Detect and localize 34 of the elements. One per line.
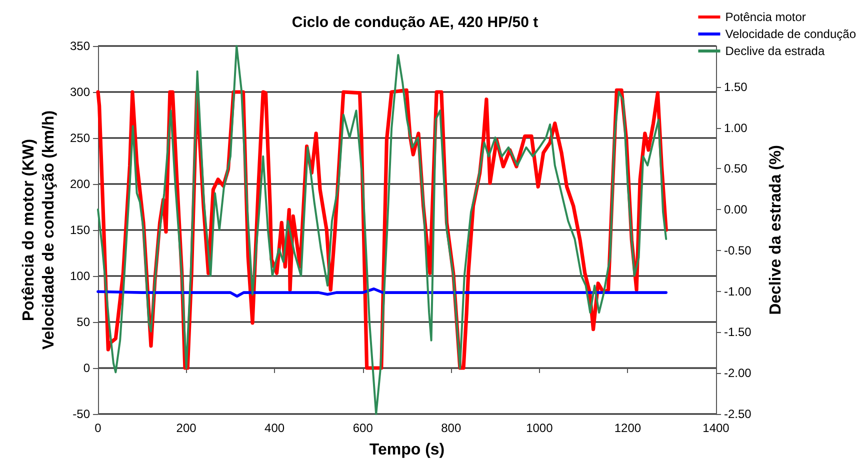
x-tick-label: 0 [94,421,102,435]
y-tick-label: 50 [76,315,90,329]
x-tick-label: 1200 [614,421,642,435]
y2-tick-label: -1.50 [724,325,752,340]
y2-tick-label: 1.50 [724,80,748,94]
y-tick-label: 350 [70,39,90,53]
y-tick-label: -50 [72,407,90,421]
line-series [96,287,668,298]
x-tick-label: 600 [352,421,374,435]
x-axis-title: Tempo (s) [369,442,445,458]
x-tick-label: 400 [264,421,285,435]
x-tick-label: 200 [176,421,197,435]
y2-tick-label: -2.00 [724,366,752,380]
y2-tick-label: 1.00 [724,120,748,135]
legend-label: Declive da estrada [725,44,825,58]
y-tick-label: 100 [70,269,90,283]
x-tick-label: 800 [441,421,462,435]
y-tick-label: 200 [70,177,90,191]
y-tick-label: 150 [70,223,90,237]
legend-label: Velocidade de condução [725,27,856,41]
legend-label: Potência motor [725,10,806,24]
y-tick-label: 300 [70,85,90,99]
y-tick-label: 250 [70,131,90,145]
y2-tick-label: -2.50 [724,407,752,421]
y-axis-title: Potência do motor (KW) Velocidade de condução (km/h) [20,110,58,350]
chart-title: Ciclo de condução AE, 420 HP/50 t [292,14,538,31]
x-tick-label: 1400 [702,421,730,435]
y2-tick-label: 0.50 [724,162,748,176]
y2-tick-label: 0.00 [724,202,748,217]
y2-axis-title: Declive da estrada (%) [768,145,784,315]
y2-tick-label: -1.00 [724,284,752,298]
y2-tick-label: -0.50 [724,243,752,258]
x-tick-label: 1000 [526,421,554,435]
y-tick-label: 0 [83,361,90,375]
